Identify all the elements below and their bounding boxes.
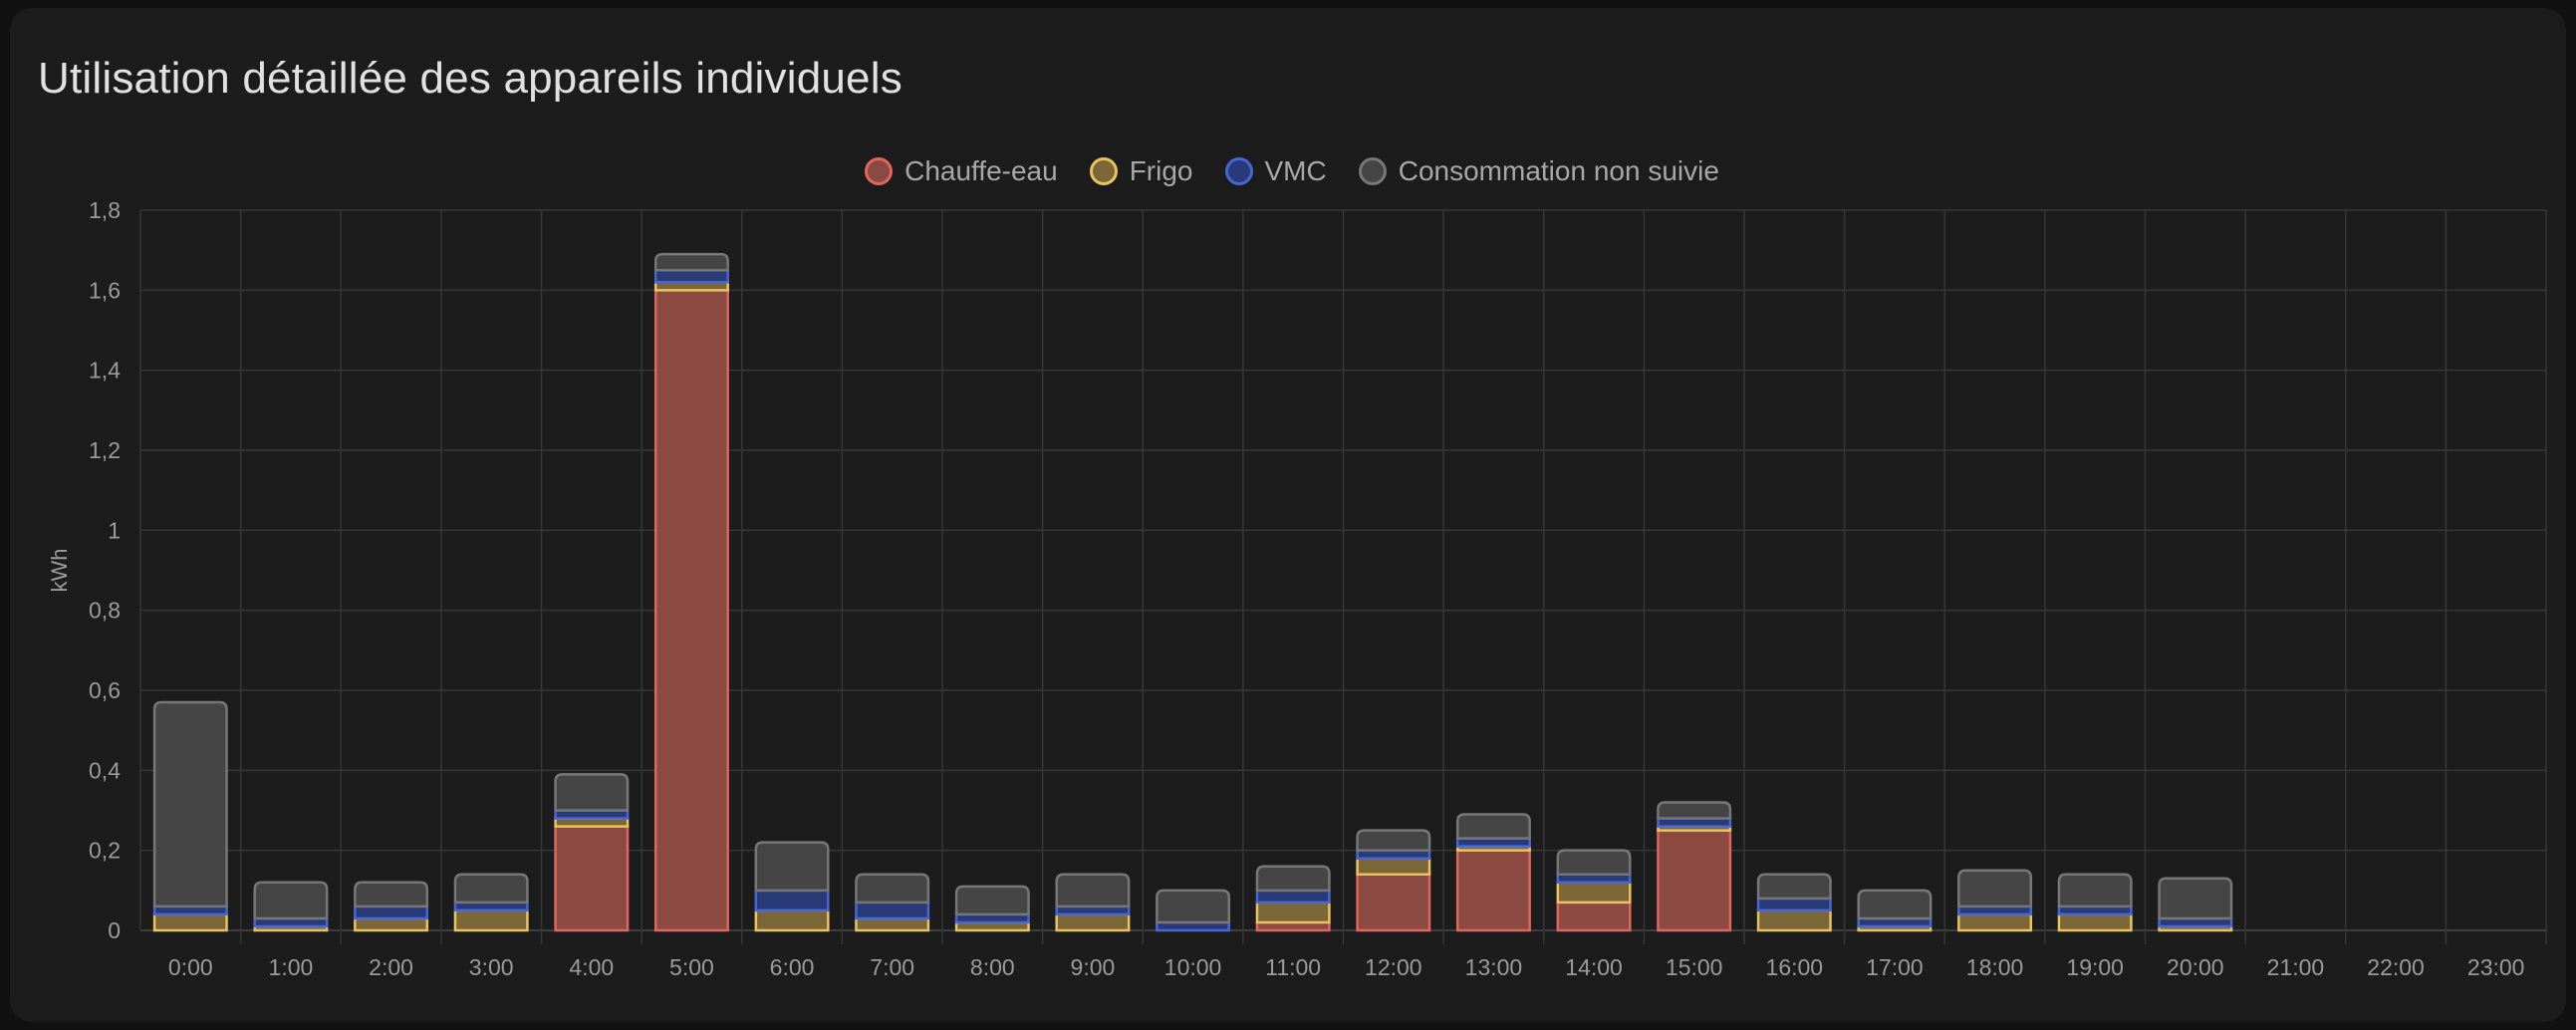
bar-consommation-non-suivie-9h00 — [1055, 873, 1131, 908]
y-tick-label: 1,6 — [89, 277, 121, 303]
y-tick-label: 0,2 — [89, 838, 121, 864]
bar-frigo-7h00 — [855, 916, 930, 932]
x-tick-label: 16:00 — [1766, 954, 1824, 980]
bar-consommation-non-suivie-13h00 — [1455, 813, 1531, 840]
chart-legend: Chauffe-eau Frigo VMC Consommation non suiv… — [10, 143, 2566, 199]
legend-item-frigo[interactable]: Frigo — [1089, 155, 1193, 187]
legend-label: Consommation non suivie — [1398, 155, 1719, 186]
bar-consommation-non-suivie-16h00 — [1756, 873, 1832, 901]
bar-chauffe-eau-12h00 — [1356, 873, 1431, 932]
y-tick-label: 1 — [108, 517, 121, 543]
bar-frigo-18h00 — [1957, 912, 2033, 932]
bar-consommation-non-suivie-8h00 — [954, 885, 1030, 916]
bar-frigo-12h00 — [1356, 857, 1431, 877]
bar-chauffe-eau-4h00 — [554, 825, 630, 932]
bar-consommation-non-suivie-11h00 — [1255, 865, 1331, 893]
x-tick-label: 6:00 — [770, 954, 815, 980]
bar-consommation-non-suivie-2h00 — [354, 881, 429, 908]
bar-consommation-non-suivie-1h00 — [253, 881, 329, 920]
x-tick-label: 7:00 — [870, 954, 914, 980]
y-tick-label: 1,2 — [89, 437, 121, 463]
x-tick-label: 9:00 — [1071, 954, 1116, 980]
bar-vmc-6h00 — [754, 889, 830, 912]
legend-item-vmc[interactable]: VMC — [1224, 155, 1327, 187]
legend-label: Chauffe-eau — [904, 155, 1058, 186]
x-tick-label: 0:00 — [168, 954, 213, 980]
x-tick-label: 10:00 — [1164, 954, 1222, 980]
x-tick-label: 19:00 — [2066, 954, 2124, 980]
legend-item-chauffe-eau[interactable]: Chauffe-eau — [865, 155, 1058, 187]
bar-consommation-non-suivie-4h00 — [554, 773, 630, 812]
legend-label: VMC — [1264, 155, 1327, 186]
bar-consommation-non-suivie-12h00 — [1356, 829, 1431, 852]
y-tick-label: 0,6 — [89, 677, 121, 703]
bar-vmc-7h00 — [855, 901, 930, 920]
bar-frigo-19h00 — [2057, 912, 2133, 932]
y-tick-label: 1,4 — [89, 358, 121, 384]
y-tick-label: 0,8 — [89, 598, 121, 624]
x-tick-label: 5:00 — [669, 954, 714, 980]
bar-consommation-non-suivie-6h00 — [754, 841, 830, 893]
x-tick-label: 22:00 — [2367, 954, 2425, 980]
legend-swatch — [865, 157, 894, 185]
x-tick-label: 18:00 — [1966, 954, 2024, 980]
bar-chauffe-eau-5h00 — [653, 289, 729, 932]
y-tick-label: 0 — [108, 917, 121, 943]
energy-devices-card: Utilisation détaillée des appareils indi… — [10, 8, 2566, 1022]
legend-swatch — [1358, 157, 1387, 185]
bar-frigo-14h00 — [1556, 881, 1632, 904]
x-tick-label: 11:00 — [1265, 954, 1321, 980]
bar-consommation-non-suivie-3h00 — [453, 873, 529, 904]
bar-frigo-11h00 — [1255, 901, 1331, 924]
legend-item-consommation-non-suivie[interactable]: Consommation non suivie — [1358, 155, 1719, 187]
bar-frigo-0h00 — [152, 912, 228, 932]
bar-consommation-non-suivie-15h00 — [1657, 801, 1732, 820]
y-tick-label: 1,8 — [89, 197, 121, 223]
x-tick-label: 4:00 — [569, 954, 614, 980]
bar-consommation-non-suivie-20h00 — [2158, 877, 2233, 920]
bar-consommation-non-suivie-0h00 — [152, 700, 228, 908]
x-tick-label: 8:00 — [970, 954, 1015, 980]
bar-frigo-16h00 — [1756, 908, 1832, 932]
x-tick-label: 17:00 — [1866, 954, 1924, 980]
bar-vmc-2h00 — [354, 904, 429, 920]
legend-swatch — [1224, 157, 1253, 185]
x-tick-label: 13:00 — [1465, 954, 1523, 980]
x-tick-label: 3:00 — [469, 954, 514, 980]
bar-vmc-11h00 — [1255, 889, 1331, 904]
bar-consommation-non-suivie-7h00 — [855, 873, 930, 904]
x-tick-label: 14:00 — [1565, 954, 1623, 980]
x-tick-label: 21:00 — [2267, 954, 2325, 980]
x-tick-label: 20:00 — [2167, 954, 2224, 980]
card-title: Utilisation détaillée des appareils indi… — [38, 54, 902, 103]
x-tick-label: 1:00 — [269, 954, 314, 980]
bar-consommation-non-suivie-19h00 — [2057, 873, 2133, 908]
x-tick-label: 23:00 — [2467, 954, 2525, 980]
x-tick-label: 2:00 — [369, 954, 413, 980]
x-tick-label: 12:00 — [1365, 954, 1422, 980]
bar-vmc-5h00 — [653, 269, 729, 284]
y-tick-label: 0,4 — [89, 757, 121, 783]
bar-consommation-non-suivie-10h00 — [1156, 889, 1231, 924]
bar-consommation-non-suivie-17h00 — [1857, 889, 1932, 920]
bar-consommation-non-suivie-18h00 — [1957, 869, 2033, 908]
legend-label: Frigo — [1129, 155, 1193, 186]
bar-chauffe-eau-15h00 — [1657, 829, 1732, 932]
bar-frigo-6h00 — [754, 908, 830, 932]
bar-consommation-non-suivie-14h00 — [1556, 849, 1632, 877]
y-axis-title: kWh — [47, 549, 72, 593]
legend-swatch — [1089, 157, 1118, 185]
bar-frigo-9h00 — [1055, 912, 1131, 932]
bar-chauffe-eau-14h00 — [1556, 901, 1632, 932]
bar-consommation-non-suivie-5h00 — [653, 252, 729, 272]
x-tick-label: 15:00 — [1666, 954, 1723, 980]
bar-chauffe-eau-13h00 — [1455, 849, 1531, 932]
bar-frigo-3h00 — [453, 908, 529, 932]
bar-vmc-16h00 — [1756, 897, 1832, 912]
bar-frigo-2h00 — [354, 916, 429, 932]
